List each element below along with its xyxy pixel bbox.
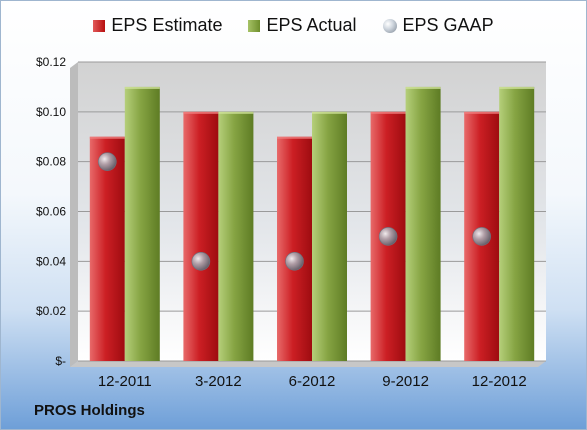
bar-eps-actual [499, 86, 535, 362]
bar-top-eps-actual [312, 111, 347, 114]
x-tick-label: 12-2011 [98, 373, 152, 390]
bar-top-eps-estimate [183, 111, 219, 114]
bar-eps-actual [124, 86, 160, 362]
legend-item-eps-estimate: EPS Estimate [93, 15, 222, 36]
point-eps-gaap [285, 252, 304, 271]
y-tick-label: $0.04 [36, 254, 66, 268]
legend-label-eps-gaap: EPS GAAP [402, 15, 494, 35]
bar-top-eps-actual [499, 86, 535, 89]
bar-top-eps-estimate [89, 136, 125, 139]
y-tick-label: $0.06 [36, 205, 66, 219]
x-tick-label: 3-2012 [195, 373, 242, 390]
legend-swatch-eps-estimate [93, 19, 106, 32]
legend-item-eps-gaap: EPS GAAP [382, 15, 494, 36]
x-tick-label: 12-2012 [472, 373, 527, 390]
bar-top-eps-estimate [464, 111, 500, 114]
bar-top-eps-actual [124, 86, 160, 89]
point-eps-gaap [472, 227, 492, 246]
y-tick-label: $0.02 [36, 304, 66, 318]
bar-eps-actual [218, 111, 254, 361]
legend-label-eps-estimate: EPS Estimate [111, 15, 223, 35]
y-tick-label: $0.10 [36, 105, 66, 119]
bar-eps-actual [405, 86, 441, 362]
legend-swatch-eps-actual [248, 19, 261, 32]
y-tick-label: $0.08 [36, 155, 66, 169]
legend-label-eps-actual: EPS Actual [266, 15, 357, 35]
bar-top-eps-actual [218, 111, 254, 114]
company-name: PROS Holdings [34, 402, 145, 419]
bar-eps-actual [312, 111, 347, 361]
x-tick-label: 6-2012 [289, 373, 336, 390]
bar-top-eps-estimate [370, 111, 406, 114]
y-tick-label: $0.12 [36, 55, 66, 69]
point-eps-gaap [378, 227, 398, 246]
plot-floor [70, 361, 546, 367]
legend-swatch-eps-gaap [382, 18, 397, 33]
chart-legend: EPS Estimate EPS Actual EPS GAAP [1, 15, 586, 36]
plot-side-wall [70, 62, 78, 367]
bar-top-eps-actual [405, 86, 441, 89]
legend-item-eps-actual: EPS Actual [248, 15, 357, 36]
bar-eps-estimate [183, 111, 219, 361]
y-tick-label: $- [55, 354, 66, 368]
x-tick-label: 9-2012 [382, 373, 429, 390]
bar-eps-estimate [277, 136, 312, 361]
point-eps-gaap [98, 152, 117, 171]
point-eps-gaap [191, 252, 211, 271]
bar-eps-estimate [89, 136, 125, 361]
bar-top-eps-estimate [277, 136, 312, 139]
